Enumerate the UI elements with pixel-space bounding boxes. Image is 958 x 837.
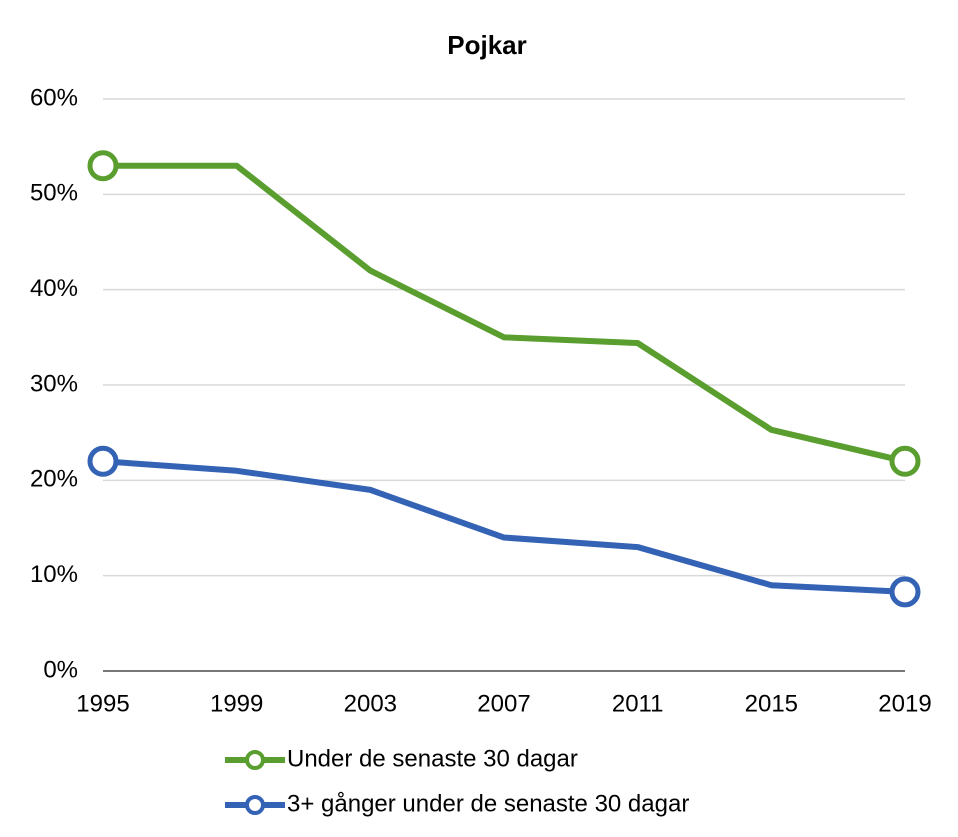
end-marker <box>87 445 119 477</box>
y-tick-label: 10% <box>30 561 78 588</box>
x-tick-label: 1995 <box>76 690 129 717</box>
legend-label: Under de senaste 30 dagar <box>287 745 578 772</box>
x-tick-label: 2011 <box>612 690 664 717</box>
y-tick-label: 40% <box>30 275 78 302</box>
legend-label: 3+ gånger under de senaste 30 dagar <box>287 790 689 817</box>
legend-marker <box>245 750 265 770</box>
x-tick-label: 2019 <box>878 690 931 717</box>
chart-title: Pojkar <box>447 30 527 60</box>
y-tick-label: 30% <box>30 370 78 397</box>
end-marker <box>889 445 921 477</box>
end-marker <box>87 150 119 182</box>
x-tick-label: 2015 <box>745 690 798 717</box>
x-tick-label: 2003 <box>344 690 397 717</box>
x-tick-label: 1999 <box>210 690 263 717</box>
y-tick-label: 20% <box>30 466 78 493</box>
legend-marker <box>245 795 265 815</box>
y-tick-label: 50% <box>30 180 78 207</box>
y-tick-label: 60% <box>30 84 78 111</box>
line <box>102 458 906 595</box>
end-marker <box>889 576 921 608</box>
y-tick-label: 0% <box>43 656 78 683</box>
line <box>103 162 906 465</box>
x-tick-label: 2007 <box>477 690 530 717</box>
